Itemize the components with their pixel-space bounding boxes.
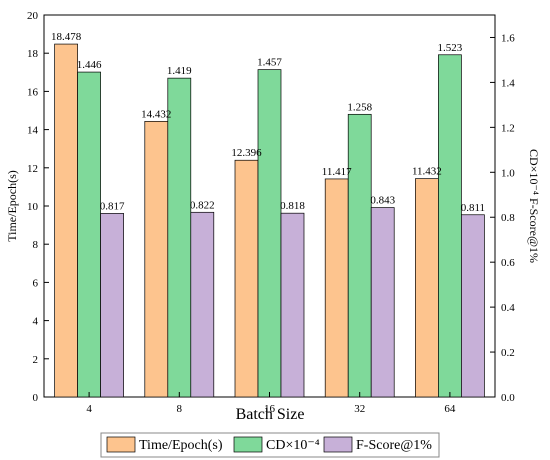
data-label-time-epoch-s-16: 12.396 [231,147,262,159]
bar-f-score-1-16 [280,212,305,398]
data-label-f-score-1-16: 0.818 [280,200,305,212]
bar-cd-10-4 [77,71,101,398]
y-left-tick-label: 2 [33,354,39,366]
bar-labels-layer: 18.478 1.446 0.817 14.432 1.419 0.822 12.396 1.… [51,31,485,214]
y-left-tick-label: 20 [27,10,39,22]
legend-label-fscore: F-Score@1% [356,438,432,453]
x-tick-label-8: 8 [177,403,183,415]
y-left-tick-label: 8 [33,239,39,251]
y-axis-right-title: CD×10⁻⁴ F-Score@1% [527,149,541,263]
y-left-tick-label: 0 [33,392,39,404]
y-right-tick-label: 1.2 [501,122,515,134]
bar-f-score-1-8 [190,211,215,398]
x-tick-label-64: 64 [444,403,456,415]
x-axis-title: Batch Size [236,406,305,423]
x-axis: 4 8 16 32 64 [86,392,456,415]
legend-swatch-cd [233,436,263,453]
data-label-f-score-1-64: 0.811 [461,202,485,214]
legend-label-time: Time/Epoch(s) [139,438,223,453]
bar-cd-10-64 [438,54,462,398]
y-right-tick-label: 1.0 [501,167,515,179]
data-label-f-score-1-32: 0.843 [370,195,395,207]
bar-f-score-1-64 [461,214,485,398]
right-axis: 0.0 0.2 0.4 0.6 0.8 1.0 1.2 1.4 1.6 [490,32,515,404]
y-left-tick-label: 4 [33,316,39,328]
data-label-f-score-1-4: 0.817 [100,200,125,212]
legend-swatch-time [106,436,136,453]
bar-f-score-1-4 [100,213,124,398]
bar-f-score-1-32 [370,207,395,398]
x-tick-label-16: 16 [264,403,276,415]
x-tick-label-32: 32 [354,403,365,415]
data-label-cd-10-8: 1.419 [167,65,192,77]
data-label-time-epoch-s-8: 14.432 [141,108,171,120]
y-right-tick-label: 0.2 [501,347,515,359]
bar-cd-10-8 [167,77,192,398]
y-right-tick-label: 1.6 [501,32,515,44]
legend-frame [100,432,440,458]
y-right-tick-label: 0.8 [501,212,515,224]
bars-layer [54,43,485,398]
bar-time-epoch-s-4 [54,43,78,398]
bar-cd-10-32 [347,113,372,398]
legend: Time/Epoch(s) CD×10⁻⁴ F-Score@1% [100,432,440,458]
bar-cd-10-16 [257,69,282,398]
bar-time-epoch-s-16 [234,159,259,398]
y-axis-left-title: Time/Epoch(s) [5,170,19,242]
y-left-tick-label: 18 [27,48,39,60]
y-right-tick-label: 0.0 [501,392,515,404]
left-axis: 0 2 4 6 8 10 12 14 16 18 20 [27,10,49,404]
data-label-time-epoch-s-32: 11.417 [322,166,352,178]
data-label-cd-10-32: 1.258 [347,101,372,113]
y-right-tick-label: 1.4 [501,77,515,89]
data-label-cd-10-16: 1.457 [257,57,282,69]
data-label-cd-10-4: 1.446 [77,59,102,71]
y-left-tick-label: 10 [27,201,39,213]
y-left-tick-label: 6 [33,277,39,289]
y-left-tick-label: 16 [27,86,39,98]
data-label-time-epoch-s-4: 18.478 [51,31,82,43]
data-label-time-epoch-s-64: 11.432 [412,166,442,178]
data-label-f-score-1-8: 0.822 [190,199,215,211]
y-left-tick-label: 12 [27,163,38,175]
legend-swatch-fscore [323,436,353,453]
data-label-cd-10-64: 1.523 [438,42,463,54]
x-tick-label-4: 4 [86,403,92,415]
bar-time-epoch-s-64 [415,178,439,398]
bar-time-epoch-s-32 [324,178,349,398]
bar-time-epoch-s-8 [144,120,169,398]
y-right-tick-label: 0.4 [501,302,515,314]
y-left-tick-label: 14 [27,125,39,137]
legend-label-cd: CD×10⁻⁴ [266,438,320,453]
y-right-tick-label: 0.6 [501,257,515,269]
